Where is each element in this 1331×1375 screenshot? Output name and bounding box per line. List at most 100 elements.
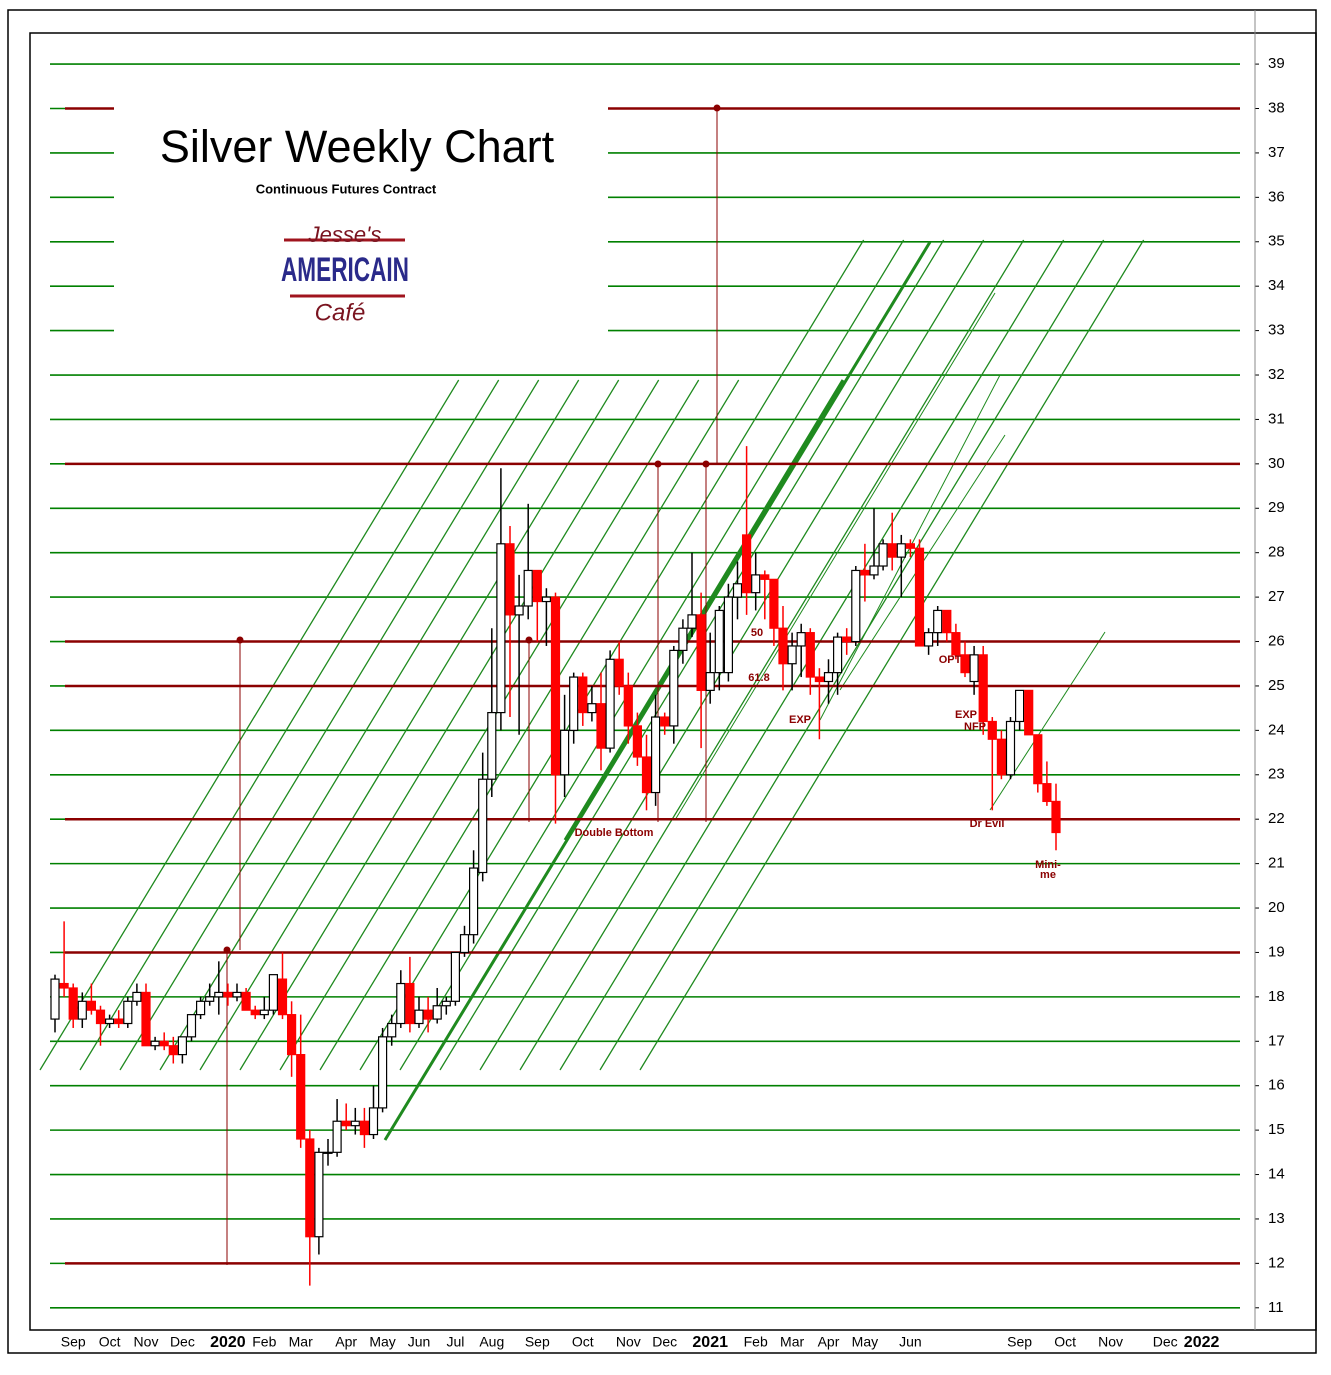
candle-body	[1014, 689, 1025, 723]
candle-body	[787, 645, 797, 665]
candle-body	[860, 569, 870, 576]
y-tick-label: 36	[1268, 188, 1285, 205]
candle-body	[687, 614, 697, 629]
y-tick-label: 32	[1268, 366, 1285, 383]
candle-body	[268, 974, 278, 1011]
candle-body	[596, 703, 606, 749]
candle-body	[851, 569, 861, 643]
x-tick-label: Aug	[479, 1334, 504, 1350]
candle-body	[59, 982, 69, 989]
candle-body	[978, 654, 988, 723]
y-tick-label: 28	[1268, 544, 1285, 561]
candle-body	[296, 1054, 306, 1140]
x-tick-label: Mar	[780, 1334, 804, 1350]
annotation: Dr Evil	[970, 818, 1005, 830]
candle-body	[678, 627, 688, 652]
candle-body	[942, 609, 952, 634]
projection-dot	[236, 636, 244, 644]
y-tick-label: 13	[1268, 1210, 1285, 1227]
candle-body	[996, 738, 1007, 776]
candles-layer	[50, 446, 1061, 1286]
x-tick-label: Dec	[170, 1334, 195, 1350]
y-tick-label: 26	[1268, 632, 1285, 649]
candle-body	[587, 703, 597, 714]
y-tick-label: 15	[1268, 1121, 1285, 1138]
title-backdrop	[114, 90, 608, 340]
candle-body	[478, 778, 488, 874]
annotation: EXP	[955, 709, 977, 721]
projection-lines	[223, 104, 721, 1265]
trend-line	[563, 379, 845, 841]
candle-body	[541, 596, 552, 603]
candle-body	[186, 1014, 197, 1038]
candle-body	[287, 1014, 297, 1056]
candle-body	[878, 543, 888, 567]
candle-body	[223, 991, 233, 998]
y-tick-label: 25	[1268, 677, 1285, 694]
annotation: me	[1040, 869, 1056, 881]
candle-body	[341, 1120, 351, 1127]
y-tick-label: 35	[1268, 233, 1285, 250]
candle-body	[969, 654, 979, 683]
candle-body	[1024, 689, 1034, 736]
annotation: 61.8	[748, 672, 769, 684]
x-tick-label: Feb	[744, 1334, 768, 1350]
logo: Jesse's AMERICAIN Café	[281, 222, 409, 327]
x-tick-label: Oct	[99, 1334, 121, 1350]
y-tick-label: 18	[1268, 988, 1285, 1005]
trend-lines	[39, 239, 1145, 1141]
candle-body	[705, 672, 715, 691]
candle-body	[77, 1000, 87, 1020]
candle-body	[359, 1120, 369, 1136]
candle-body	[86, 1000, 97, 1011]
candle-body	[277, 978, 288, 1016]
x-tick-label: Sep	[1007, 1334, 1032, 1350]
candle-body	[887, 543, 897, 558]
candle-body	[232, 991, 242, 998]
y-tick-label: 11	[1268, 1299, 1284, 1316]
x-tick-label: Feb	[252, 1334, 276, 1350]
candle-body	[196, 1000, 206, 1016]
candle-body	[760, 574, 770, 580]
candle-body	[623, 685, 633, 727]
y-tick-label: 21	[1268, 855, 1285, 872]
y-tick-label: 23	[1268, 766, 1285, 783]
y-tick-label: 24	[1268, 721, 1285, 738]
candle-body	[487, 711, 497, 780]
candle-body	[314, 1151, 324, 1238]
x-tick-label: Nov	[1098, 1334, 1123, 1350]
candle-body	[523, 569, 533, 607]
candle-body	[559, 729, 570, 776]
x-tick-label: Mar	[289, 1334, 313, 1350]
candle-body	[305, 1138, 315, 1238]
projection-dot	[713, 104, 721, 112]
candle-body	[951, 632, 961, 656]
candle-body	[505, 543, 515, 616]
y-tick-label: 34	[1268, 277, 1285, 294]
candle-body	[823, 672, 834, 683]
candle-body	[550, 596, 561, 776]
x-tick-label: 2022	[1184, 1334, 1220, 1351]
candle-body	[414, 1009, 424, 1025]
plot-frame	[29, 32, 1317, 1331]
y-tick-label: 19	[1268, 943, 1285, 960]
candle-body	[405, 982, 415, 1025]
candle-body	[896, 543, 906, 558]
candle-body	[177, 1036, 187, 1056]
axes-layer: 1112131415161718192021222324252627282930…	[61, 55, 1285, 1351]
candle-body	[532, 569, 542, 603]
x-tick-label: Jun	[408, 1334, 431, 1350]
x-tick-label: 2021	[692, 1334, 728, 1351]
candle-body	[68, 987, 78, 1020]
trend-line	[599, 239, 1105, 1071]
candle-body	[396, 982, 406, 1025]
candle-body	[323, 1151, 333, 1154]
logo-text: Jesse's	[308, 222, 382, 247]
y-tick-label: 27	[1268, 588, 1285, 605]
candle-body	[650, 716, 661, 794]
x-tick-label: Apr	[335, 1334, 357, 1350]
candle-body	[423, 1009, 433, 1020]
candle-body	[1005, 720, 1016, 776]
candle-body	[332, 1120, 342, 1153]
